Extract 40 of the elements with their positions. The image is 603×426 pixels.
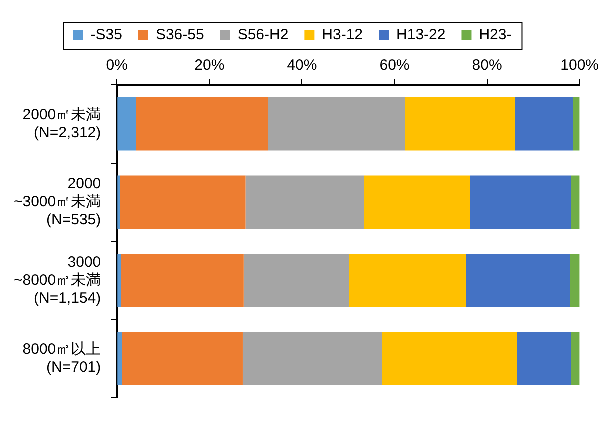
legend-label: H23- — [479, 26, 512, 44]
legend-label: -S35 — [90, 26, 122, 44]
bar — [120, 176, 246, 229]
bar — [470, 176, 572, 229]
bar — [571, 176, 580, 229]
x-tick-label: 80% — [472, 57, 502, 74]
legend-label: S56-H2 — [238, 26, 289, 44]
bar — [466, 254, 570, 308]
y-tick-label: 2000㎡未満 (N=2,312) — [22, 106, 102, 142]
bar — [244, 254, 350, 308]
bar — [573, 98, 580, 151]
x-tick-label: 40% — [287, 57, 318, 74]
bar — [349, 254, 466, 308]
x-tick-label: 100% — [560, 57, 600, 74]
bar — [242, 332, 382, 386]
bar — [118, 332, 122, 386]
bar — [364, 176, 470, 229]
legend-label: S36-55 — [156, 26, 204, 44]
bar — [118, 98, 136, 151]
bar — [571, 332, 580, 386]
bar — [570, 254, 580, 308]
y-tick-label: 2000 ~3000㎡未満 (N=535) — [14, 176, 102, 229]
legend-label: H3-12 — [322, 26, 364, 44]
y-tick-label: 3000 ~8000㎡未満 (N=1,154) — [14, 254, 102, 307]
bar — [246, 176, 364, 229]
bar — [118, 254, 122, 308]
bar — [122, 332, 243, 386]
bar — [405, 98, 516, 151]
bar — [136, 98, 268, 151]
x-tick-label: 20% — [194, 57, 225, 74]
y-tick-label: 8000㎡以上 (N=701) — [22, 341, 102, 376]
legend-label: H13-22 — [396, 26, 446, 44]
bar — [382, 332, 518, 386]
bar — [516, 98, 574, 151]
bar — [118, 176, 120, 229]
bar — [121, 254, 244, 308]
x-tick-label: 0% — [106, 57, 128, 74]
x-tick-label: 60% — [380, 57, 410, 74]
bar — [268, 98, 406, 151]
bar — [517, 332, 572, 386]
